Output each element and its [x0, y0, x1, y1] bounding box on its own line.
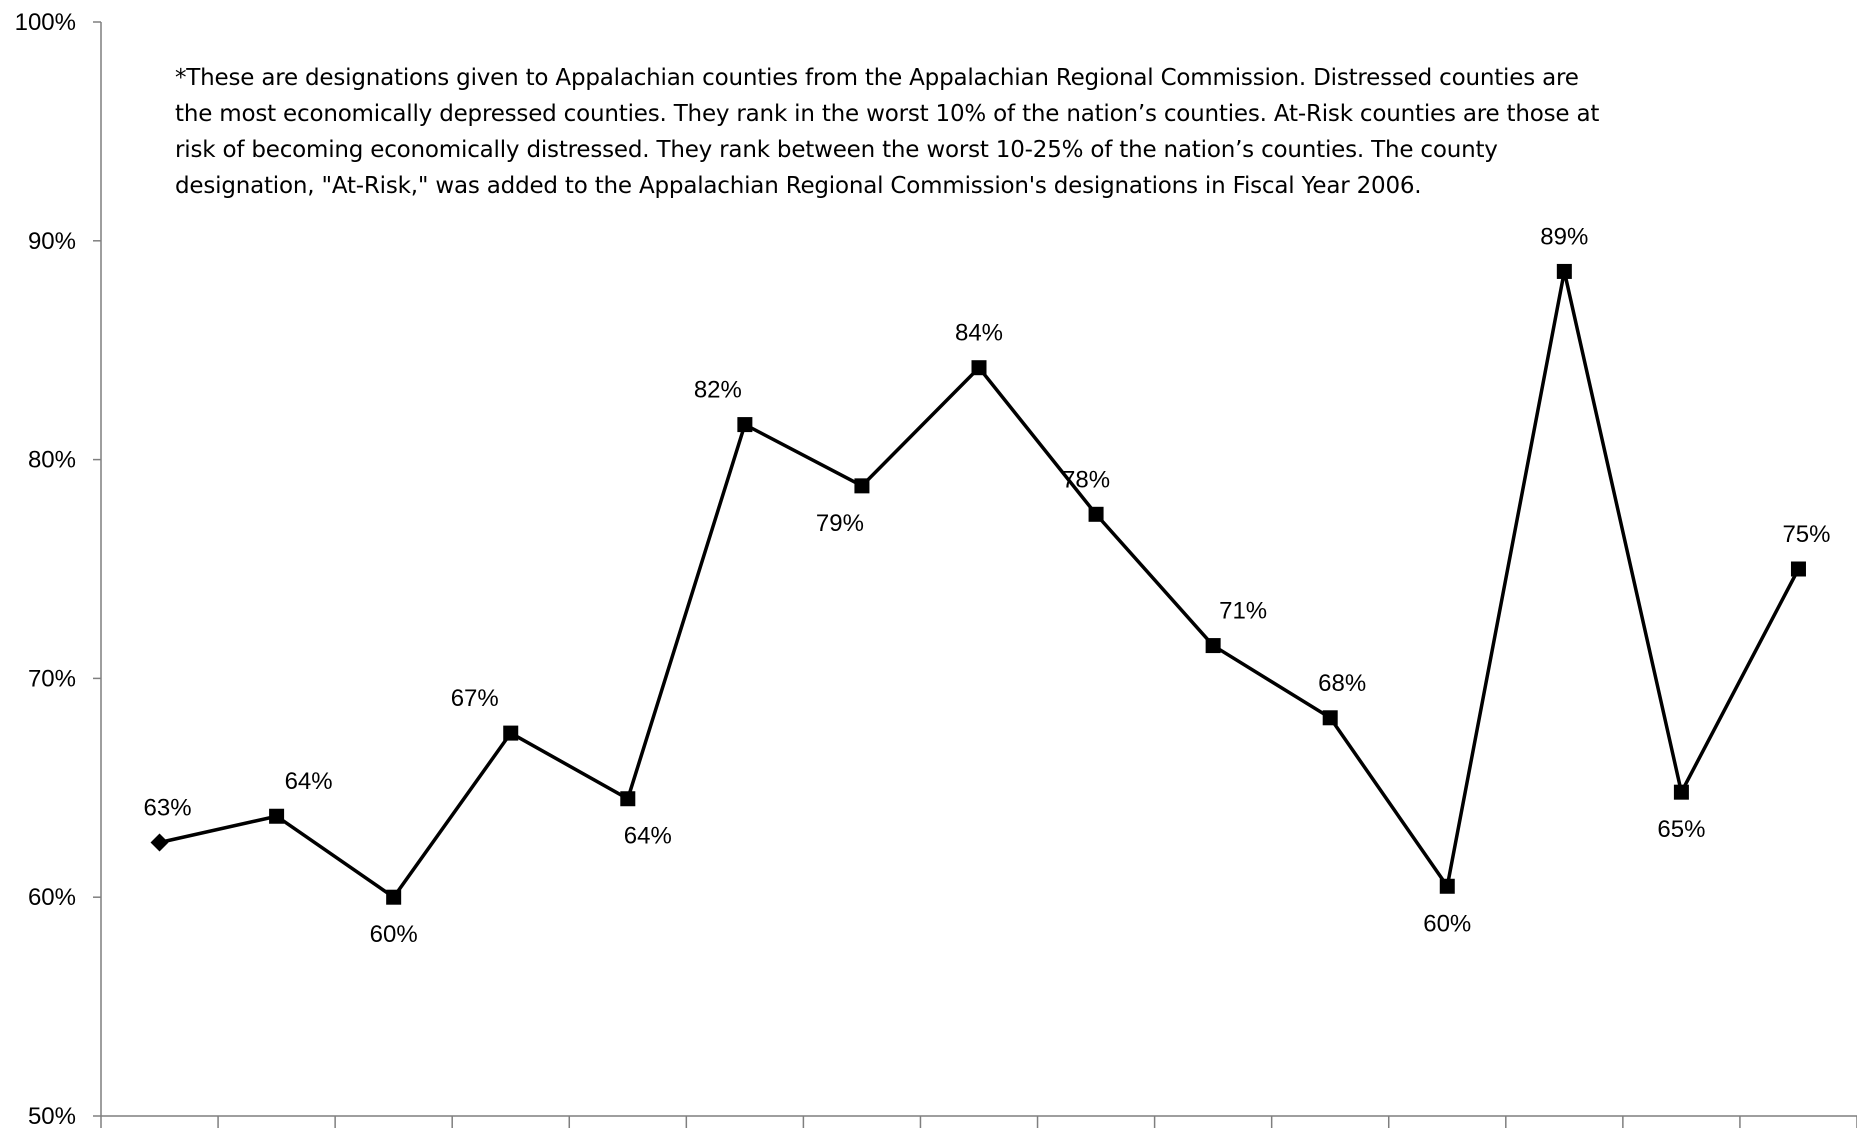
y-tick-label: 100% — [15, 9, 76, 36]
data-label: 79% — [816, 510, 864, 537]
data-label: 64% — [624, 823, 672, 850]
data-label: 71% — [1219, 598, 1267, 625]
x-tick-label: 2015 — [1069, 1124, 1122, 1128]
data-label: 84% — [955, 320, 1003, 347]
x-tick-label: 2007 — [133, 1124, 186, 1128]
data-point-marker — [1673, 784, 1689, 800]
data-point-marker — [1322, 710, 1338, 726]
data-label: 89% — [1540, 223, 1588, 250]
data-label: 65% — [1657, 816, 1705, 843]
x-tick-label: 2008 — [250, 1124, 303, 1128]
data-point-marker — [620, 791, 636, 807]
data-point-marker — [1556, 263, 1572, 279]
x-tick-label: 2012 — [718, 1124, 771, 1128]
data-point-marker — [1790, 561, 1806, 577]
data-label: 60% — [370, 921, 418, 948]
series-line — [150, 263, 1806, 905]
data-point-marker — [269, 808, 285, 824]
x-tick-label: 2011 — [602, 1124, 654, 1128]
x-tick-label: 2021 — [1772, 1124, 1825, 1128]
data-labels: 63% 64% 60% 67% 64% 82% 79% 84% 78% 71% 68% 60% 89% 6… — [144, 223, 1831, 948]
y-tick-label: 90% — [28, 228, 76, 255]
data-point-marker — [1205, 638, 1221, 654]
x-tick-label: 2016 — [1186, 1124, 1239, 1128]
y-tick-label: 80% — [28, 447, 76, 474]
x-tick-label: 2020 — [1655, 1124, 1708, 1128]
x-tick-label: 2019 — [1538, 1124, 1591, 1128]
x-tick-label: 2010 — [484, 1124, 537, 1128]
x-tick-label: 2018 — [1421, 1124, 1474, 1128]
chart-note: *These are designations given to Appalac… — [175, 65, 1600, 199]
data-label: 67% — [451, 685, 499, 712]
y-tick-label: 70% — [28, 665, 76, 692]
x-tick-label: 2014 — [952, 1124, 1005, 1128]
x-tick-label: 2009 — [367, 1124, 420, 1128]
y-tick-label: 60% — [28, 884, 76, 911]
x-axis-ticks: 2007 2008 2009 2010 2011 2012 2013 2014 2015 2016… — [100, 1116, 1857, 1128]
data-label: 63% — [144, 795, 192, 822]
data-label: 60% — [1423, 910, 1471, 937]
data-label: 78% — [1062, 466, 1110, 493]
axes — [100, 22, 1857, 1117]
y-axis-ticks: 50% 60% 70% 80% 90% 100% — [15, 9, 101, 1128]
data-point-marker — [503, 725, 519, 741]
data-label: 75% — [1782, 521, 1830, 548]
data-point-marker — [1439, 878, 1455, 894]
data-label: 64% — [285, 768, 333, 795]
data-point-marker — [971, 360, 987, 376]
x-tick-label: 2017 — [1304, 1124, 1357, 1128]
data-label: 68% — [1318, 670, 1366, 697]
data-label: 82% — [694, 377, 742, 404]
x-tick-label: 2013 — [835, 1124, 888, 1128]
data-point-marker — [1088, 506, 1104, 522]
data-point-marker — [737, 417, 753, 433]
data-point-marker — [150, 833, 169, 852]
data-point-marker — [386, 889, 402, 905]
data-point-marker — [854, 478, 870, 494]
y-tick-label: 50% — [28, 1103, 76, 1128]
